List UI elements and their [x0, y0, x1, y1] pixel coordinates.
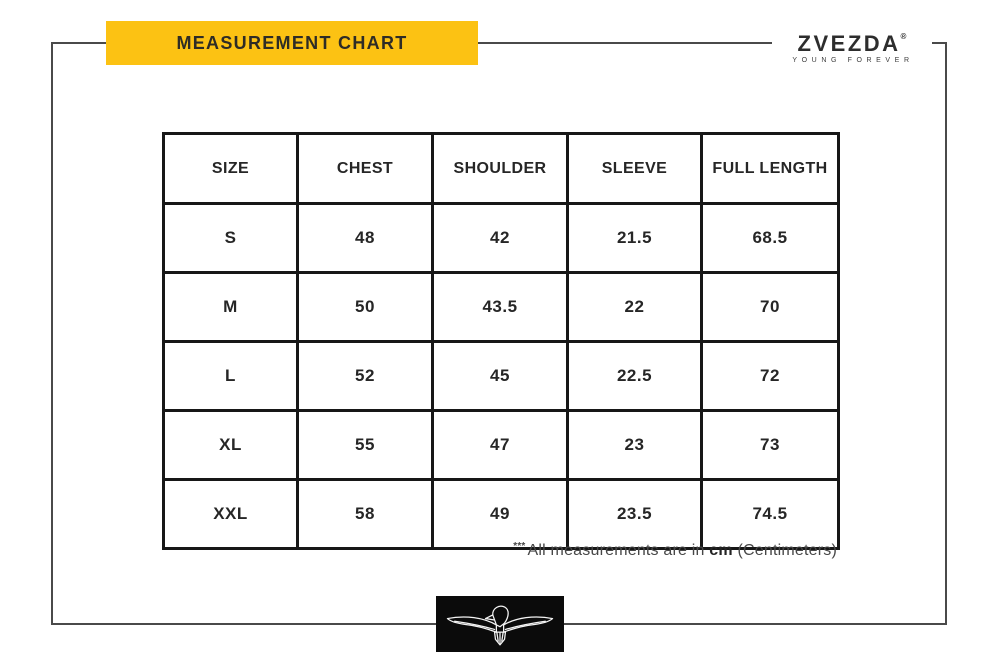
shoulder-cell: 43.5 — [431, 271, 569, 343]
brand-tagline: YOUNG FOREVER — [792, 57, 914, 64]
chest-cell: 48 — [296, 202, 434, 274]
header-cell-chest: CHEST — [296, 132, 434, 205]
sleeve-cell: 22.5 — [566, 340, 703, 412]
chest-cell: 58 — [296, 478, 434, 550]
header-row: SIZE CHEST SHOULDER SLEEVE FULL LENGTH — [162, 132, 840, 205]
shoulder-cell: 49 — [431, 478, 569, 550]
footnote-text: All measurements are in — [527, 542, 705, 559]
table-row: XL 55 47 23 73 — [162, 409, 840, 481]
table-row: XXL 58 49 23.5 74.5 — [162, 478, 840, 550]
size-table-container: SIZE CHEST SHOULDER SLEEVE FULL LENGTH S… — [162, 132, 840, 550]
sleeve-cell: 22 — [566, 271, 703, 343]
full-length-cell: 74.5 — [700, 478, 840, 550]
measurements-footnote: *** All measurements are in cm (Centimete… — [162, 541, 837, 560]
full-length-cell: 70 — [700, 271, 840, 343]
size-cell: XXL — [162, 478, 299, 550]
shoulder-cell: 45 — [431, 340, 569, 412]
sleeve-cell: 23 — [566, 409, 703, 481]
footnote-unit: cm — [709, 542, 733, 559]
shoulder-cell: 42 — [431, 202, 569, 274]
size-cell: S — [162, 202, 299, 274]
sleeve-cell: 21.5 — [566, 202, 703, 274]
eagle-icon — [446, 605, 554, 646]
chest-cell: 52 — [296, 340, 434, 412]
registered-trademark-icon: ® — [900, 32, 907, 41]
title-banner: MEASUREMENT CHART — [106, 21, 478, 65]
table-row: L 52 45 22.5 72 — [162, 340, 840, 412]
chest-cell: 50 — [296, 271, 434, 343]
shoulder-cell: 47 — [431, 409, 569, 481]
size-cell: L — [162, 340, 299, 412]
brand-name: ZVEZDA® — [797, 31, 907, 56]
table-row: S 48 42 21.5 68.5 — [162, 202, 840, 274]
size-cell: XL — [162, 409, 299, 481]
footnote-asterisks: *** — [513, 541, 526, 552]
size-cell: M — [162, 271, 299, 343]
footnote-suffix: (Centimeters) — [737, 542, 837, 559]
full-length-cell: 73 — [700, 409, 840, 481]
header-cell-size: SIZE — [162, 132, 299, 205]
full-length-cell: 72 — [700, 340, 840, 412]
header-cell-sleeve: SLEEVE — [566, 132, 703, 205]
brand-logo: ZVEZDA® YOUNG FOREVER — [772, 26, 932, 64]
footer-logo-box — [436, 596, 564, 652]
full-length-cell: 68.5 — [700, 202, 840, 274]
header-cell-shoulder: SHOULDER — [431, 132, 569, 205]
header-cell-full-length: FULL LENGTH — [700, 132, 840, 205]
chest-cell: 55 — [296, 409, 434, 481]
sleeve-cell: 23.5 — [566, 478, 703, 550]
page-title: MEASUREMENT CHART — [176, 32, 408, 53]
size-table: SIZE CHEST SHOULDER SLEEVE FULL LENGTH S… — [162, 132, 840, 550]
table-row: M 50 43.5 22 70 — [162, 271, 840, 343]
